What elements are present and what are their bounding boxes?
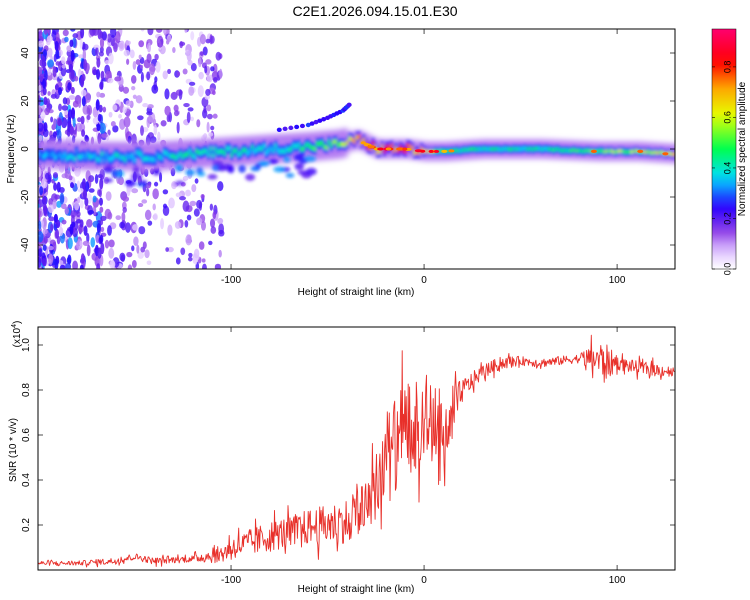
x-tick-label-top: -100: [221, 275, 241, 286]
y-scale-label: (x104): [11, 321, 23, 348]
x-tick-label-bottom: 0: [421, 575, 427, 586]
colorbar-tick-label: 0.4: [723, 162, 733, 175]
snr-series-line: [38, 334, 675, 568]
spectrogram-heatmap: [38, 29, 675, 269]
y-tick-label-top: 0: [20, 146, 31, 152]
colorbar: 0.8 0.6 0.4 0.2 0.0 Normalized spectral ampl…: [711, 28, 748, 276]
x-axis-label-top: Height of straight line (km): [298, 287, 415, 298]
y-tick-label-bottom: 0.4: [21, 473, 32, 487]
ridge-band: [38, 131, 675, 187]
y-tick-label-bottom: 1.0: [21, 338, 32, 352]
y-tick-label-bottom: 0.2: [21, 518, 32, 532]
x-tick-label-top: 100: [609, 275, 626, 286]
y-axis-label-top: Frequency (Hz): [6, 115, 17, 184]
upper-branch: [276, 102, 352, 132]
chart-title: C2E1.2026.094.15.01.E30: [292, 3, 458, 19]
colorbar-tick-label: 0.2: [723, 212, 733, 225]
svg-text:(x104): (x104): [11, 321, 23, 348]
y-tick-label-top: 20: [20, 95, 31, 107]
colorbar-gradient: [712, 29, 736, 269]
y-tick-label-top: 40: [20, 47, 31, 59]
y-scale-exponent: 4: [11, 324, 18, 328]
x-tick-label-bottom: -100: [221, 575, 241, 586]
y-tick-label-bottom: 0.8: [21, 383, 32, 397]
spectrogram-panel: 40 20 0 -20 -40 -100 0 100 Height of straight …: [6, 28, 676, 298]
y-tick-label-top: -40: [20, 237, 31, 252]
x-axis-label-bottom: Height of straight line (km): [298, 584, 415, 595]
y-axis-label-bottom: SNR (10 * v/v): [8, 418, 19, 482]
colorbar-tick-label: 0.8: [723, 61, 733, 74]
y-scale-prefix: (x10: [12, 327, 23, 347]
ridge-hotspots: [360, 141, 669, 156]
colorbar-label: Normalized spectral amplitude: [737, 81, 748, 216]
snr-frame: [37, 326, 676, 571]
colorbar-tick-label: 0.6: [723, 111, 733, 124]
y-tick-label-bottom: 0.6: [21, 428, 32, 442]
x-tick-label-bottom: 100: [609, 575, 626, 586]
snr-panel: 0.2 0.4 0.6 0.8 1.0 -100 0 100 Height of strai…: [8, 321, 676, 595]
colorbar-tick-label: 0.0: [723, 263, 733, 276]
y-tick-label-top: -20: [20, 189, 31, 204]
x-tick-label-top: 0: [421, 275, 427, 286]
